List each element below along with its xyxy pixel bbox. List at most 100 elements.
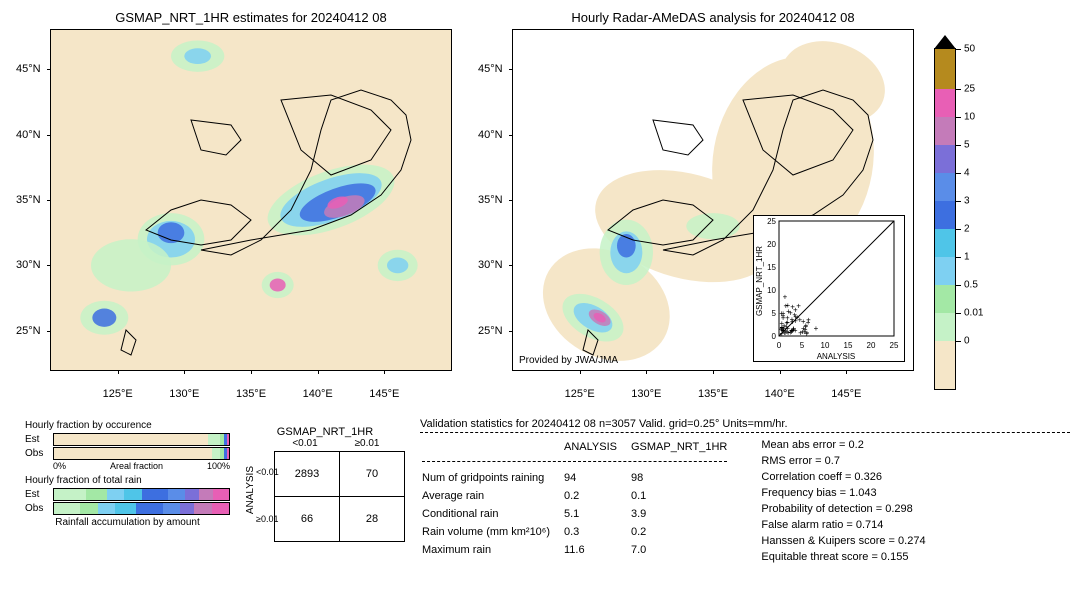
left-map-frame: 25°N30°N35°N40°N45°N125°E130°E135°E140°E… (50, 29, 452, 371)
contingency-block: GSMAP_NRT_1HR ANALYSIS <0.01 ≥0.01 <0.01… (245, 426, 405, 542)
metric-line: Frequency bias = 1.043 (761, 485, 925, 501)
cont-row-1-hdr: ≥0.01 (256, 514, 274, 524)
totalrain-title: Hourly fraction of total rain (25, 475, 230, 486)
scatter-inset: ++++++++++++++++++++++++++++++++++++++++… (753, 215, 905, 362)
ytick-label: 40°N (16, 129, 41, 141)
colorbar-label: 0 (964, 336, 970, 347)
totalrain-footer: Rainfall accumulation by amount (25, 517, 230, 528)
svg-text:25: 25 (767, 217, 776, 226)
contingency-title: GSMAP_NRT_1HR (245, 426, 405, 438)
metric-line: Mean abs error = 0.2 (761, 437, 925, 453)
svg-text:+: + (791, 325, 796, 334)
ytick-label: 25°N (478, 325, 503, 337)
bottom-row: Hourly fraction by occurence Est Obs 0% … (10, 418, 1070, 565)
svg-text:+: + (783, 292, 788, 301)
val-hdr-b: GSMAP_NRT_1HR (631, 439, 739, 455)
ytick-label: 25°N (16, 325, 41, 337)
validation-title: Validation statistics for 20240412 08 n=… (420, 418, 1070, 430)
xtick-label: 145°E (831, 388, 861, 400)
val-row-label: Conditional rain (422, 506, 562, 522)
colorbar-label: 50 (964, 44, 975, 55)
colorbar-label: 0.01 (964, 308, 983, 319)
xtick-label: 135°E (698, 388, 728, 400)
val-hdr-blank (422, 439, 562, 455)
colorbar-label: 4 (964, 168, 970, 179)
svg-text:25: 25 (890, 341, 899, 350)
svg-text:ANALYSIS: ANALYSIS (817, 352, 856, 361)
val-row-label: Rain volume (mm km²10⁶) (422, 524, 562, 540)
val-row-label: Average rain (422, 488, 562, 504)
ytick-label: 45°N (478, 63, 503, 75)
val-row-label: Num of gridpoints raining (422, 470, 562, 486)
occurrence-title: Hourly fraction by occurence (25, 420, 230, 431)
validation-table-wrap: ANALYSIS GSMAP_NRT_1HR Num of gridpoints… (420, 437, 741, 565)
colorbar-label: 1 (964, 252, 970, 263)
cont-cell-10: 66 (275, 497, 340, 542)
obs-label: Obs (25, 448, 53, 459)
occurrence-obs-row: Obs (25, 447, 230, 460)
occurrence-est-row: Est (25, 433, 230, 446)
totalrain-est-row: Est (25, 488, 230, 501)
cont-cell-11: 28 (340, 497, 405, 542)
colorbar: 502510543210.50.010 (934, 35, 956, 390)
svg-text:+: + (804, 329, 809, 338)
svg-text:+: + (780, 326, 785, 335)
xtick-label: 130°E (169, 388, 199, 400)
occurrence-obs-bar (53, 447, 230, 460)
contingency-row-title: ANALYSIS (245, 466, 256, 514)
val-row-a: 94 (564, 470, 629, 486)
colorbar-label: 10 (964, 112, 975, 123)
validation-table: ANALYSIS GSMAP_NRT_1HR Num of gridpoints… (420, 437, 741, 560)
fraction-block: Hourly fraction by occurence Est Obs 0% … (25, 418, 230, 530)
xtick-label: 140°E (303, 388, 333, 400)
svg-text:+: + (790, 315, 795, 324)
axis-0: 0% (53, 461, 66, 471)
metric-line: Equitable threat score = 0.155 (761, 549, 925, 565)
occurrence-est-bar (53, 433, 230, 446)
colorbar-label: 3 (964, 196, 970, 207)
cont-row-0-hdr: <0.01 (256, 467, 274, 477)
svg-text:5: 5 (800, 341, 805, 350)
axis-100: 100% (207, 461, 230, 471)
svg-text:0: 0 (777, 341, 782, 350)
val-row-b: 3.9 (631, 506, 739, 522)
ytick-label: 30°N (16, 259, 41, 271)
est-label-2: Est (25, 489, 53, 500)
totalrain-est-bar (53, 488, 230, 501)
svg-text:10: 10 (767, 286, 776, 295)
svg-text:5: 5 (772, 309, 777, 318)
svg-text:+: + (781, 313, 786, 322)
colorbar-label: 25 (964, 84, 975, 95)
right-map-panel: Hourly Radar-AMeDAS analysis for 2024041… (512, 10, 914, 390)
val-row-a: 11.6 (564, 542, 629, 558)
left-map-title: GSMAP_NRT_1HR estimates for 20240412 08 (50, 10, 452, 25)
ytick-label: 30°N (478, 259, 503, 271)
val-row-b: 98 (631, 470, 739, 486)
svg-text:0: 0 (772, 332, 777, 341)
metric-line: Correlation coeff = 0.326 (761, 469, 925, 485)
val-row-b: 0.1 (631, 488, 739, 504)
cont-cell-00: 2893 (275, 452, 340, 497)
svg-text:15: 15 (767, 263, 776, 272)
ytick-label: 40°N (478, 129, 503, 141)
colorbar-label: 2 (964, 224, 970, 235)
dash-divider (420, 432, 1070, 433)
metric-line: False alarm ratio = 0.714 (761, 517, 925, 533)
metric-line: Hanssen & Kuipers score = 0.274 (761, 533, 925, 549)
ytick-label: 35°N (478, 194, 503, 206)
svg-text:15: 15 (844, 341, 853, 350)
val-row-a: 0.3 (564, 524, 629, 540)
svg-text:GSMAP_NRT_1HR: GSMAP_NRT_1HR (755, 246, 764, 316)
est-label: Est (25, 434, 53, 445)
svg-text:+: + (814, 324, 819, 333)
obs-label-2: Obs (25, 503, 53, 514)
totalrain-obs-bar (53, 502, 230, 515)
svg-text:20: 20 (867, 341, 876, 350)
svg-text:10: 10 (821, 341, 830, 350)
validation-metrics: Mean abs error = 0.2RMS error = 0.7Corre… (761, 437, 925, 565)
val-row-b: 7.0 (631, 542, 739, 558)
xtick-label: 125°E (565, 388, 595, 400)
colorbar-label: 0.5 (964, 280, 978, 291)
provided-text: Provided by JWA/JMA (519, 355, 618, 366)
metric-line: Probability of detection = 0.298 (761, 501, 925, 517)
